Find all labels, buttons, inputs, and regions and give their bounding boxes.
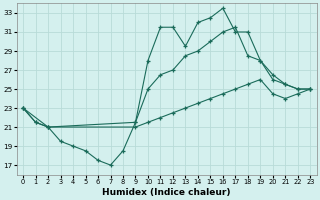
X-axis label: Humidex (Indice chaleur): Humidex (Indice chaleur): [102, 188, 231, 197]
